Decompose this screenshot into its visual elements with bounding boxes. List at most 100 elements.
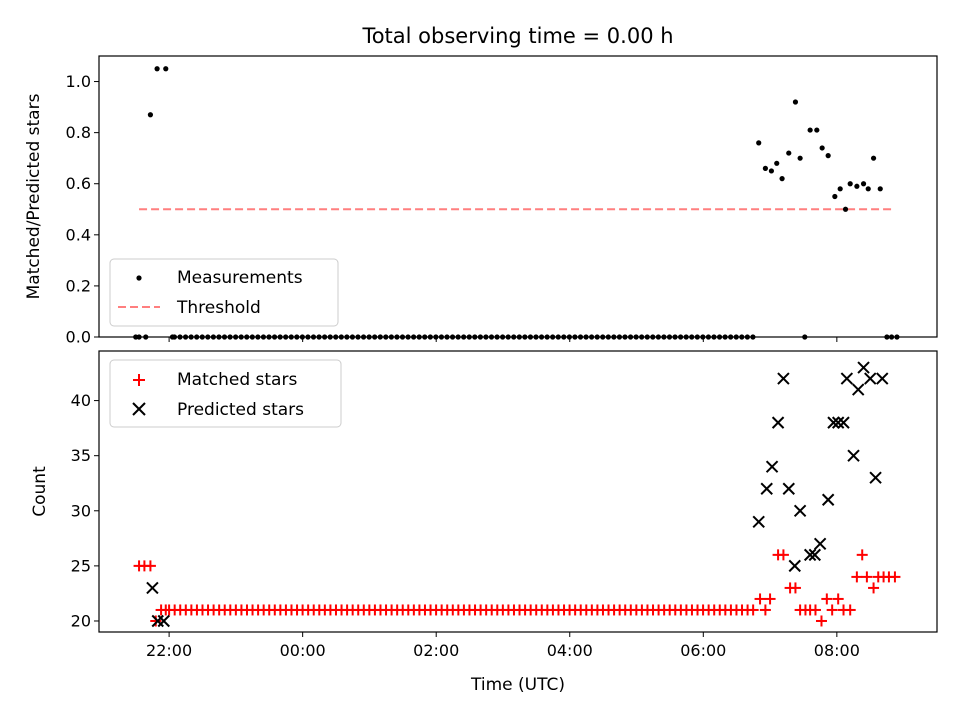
measurement-point xyxy=(266,334,272,340)
measurement-point xyxy=(550,334,556,340)
top-y-tick-label: 1.0 xyxy=(66,72,91,91)
measurement-point xyxy=(433,334,439,340)
bottom-x-tick-label: 00:00 xyxy=(280,641,326,660)
measurement-point xyxy=(494,334,500,340)
measurement-point xyxy=(616,334,623,340)
predicted-star-point xyxy=(847,449,860,462)
bottom-x-tick-label: 02:00 xyxy=(413,641,459,660)
top-panel: Matched/Predicted stars 0.0 0.2 0.4 0.6 0.8 1… xyxy=(24,55,938,347)
measurement-point xyxy=(814,127,820,133)
measurement-point xyxy=(605,334,611,340)
matched-star-point xyxy=(150,615,162,627)
measurement-point xyxy=(842,206,849,212)
measurement-point xyxy=(762,165,768,171)
legend-matched-marker xyxy=(133,374,145,386)
measurement-point xyxy=(768,168,775,174)
predicted-star-point xyxy=(864,372,877,385)
measurement-point xyxy=(438,334,445,340)
measurement-point xyxy=(154,66,160,72)
predicted-star-point xyxy=(827,416,840,429)
predicted-star-point xyxy=(837,416,850,429)
bottom-y-axis-label: Count xyxy=(30,466,50,517)
measurement-point xyxy=(689,334,695,340)
measurement-point xyxy=(322,334,328,340)
measurement-point xyxy=(819,145,825,151)
measurement-point xyxy=(221,334,228,340)
measurement-point xyxy=(888,334,895,340)
measurement-point xyxy=(377,334,383,340)
bottom-panel-frame xyxy=(98,350,938,633)
top-legend-box xyxy=(109,258,339,327)
measurement-point xyxy=(511,334,517,340)
measurement-point xyxy=(182,334,189,340)
measurement-point xyxy=(672,334,678,340)
measurement-point xyxy=(405,334,411,340)
measurement-point xyxy=(877,186,883,192)
measurement-point xyxy=(644,334,650,340)
top-y-tick-label: 0.8 xyxy=(66,123,91,142)
measurement-point xyxy=(199,334,205,340)
measurement-point xyxy=(277,334,283,340)
measurement-point xyxy=(449,334,456,340)
measurement-point xyxy=(860,181,867,187)
measurement-point xyxy=(694,334,700,340)
measurement-point xyxy=(194,334,200,340)
measurement-point xyxy=(188,334,194,340)
measurement-point xyxy=(349,334,356,340)
bottom-y-tick-label: 25 xyxy=(71,556,91,575)
measurement-point xyxy=(779,176,785,182)
matched-star-point xyxy=(861,571,873,583)
predicted-star-point xyxy=(808,548,822,562)
predicted-star-point xyxy=(157,614,170,628)
measurement-point xyxy=(847,181,853,187)
legend-matched-label: Matched stars xyxy=(177,370,297,390)
predicted-star-point xyxy=(803,548,817,562)
measurement-point xyxy=(700,334,706,340)
measurement-point xyxy=(802,334,808,340)
measurement-point xyxy=(884,334,890,340)
measurement-point xyxy=(333,334,339,340)
legend-measurements-label: Measurements xyxy=(177,268,303,288)
measurement-point xyxy=(299,334,305,340)
measurement-point xyxy=(894,334,900,340)
matched-star-point xyxy=(809,604,821,616)
measurement-point xyxy=(722,334,728,340)
predicted-star-point xyxy=(146,581,159,595)
measurement-point xyxy=(786,150,792,156)
measurement-point xyxy=(865,186,871,192)
measurement-point xyxy=(705,334,712,340)
bottom-y-ticks: 20 25 30 35 40 xyxy=(71,391,99,630)
legend-threshold-label: Threshold xyxy=(176,298,261,318)
measurement-point xyxy=(360,334,367,340)
measurement-point xyxy=(825,153,831,159)
predicted-star-point xyxy=(869,471,882,484)
measurement-point xyxy=(683,334,689,340)
measurement-point xyxy=(633,334,639,340)
measurement-point xyxy=(572,334,578,340)
measurement-point xyxy=(283,334,289,340)
measurement-point xyxy=(854,183,860,189)
measurement-point xyxy=(271,334,278,340)
measurement-point xyxy=(366,334,372,340)
measurement-point xyxy=(577,334,584,340)
predicted-star-point xyxy=(752,515,765,529)
top-y-tick-label: 0.2 xyxy=(66,276,91,295)
measurement-point xyxy=(294,334,300,340)
measurement-point xyxy=(249,334,255,340)
measurement-point xyxy=(372,334,378,340)
top-data-marks xyxy=(133,66,900,340)
measurement-point xyxy=(678,334,684,340)
predicted-star-point xyxy=(765,460,779,473)
matched-star-point xyxy=(889,571,901,583)
legend-predicted-label: Predicted stars xyxy=(177,400,304,420)
measurement-point xyxy=(422,334,428,340)
predicted-star-point xyxy=(857,361,870,374)
measurement-point xyxy=(744,334,750,340)
measurement-point xyxy=(832,193,838,200)
measurement-point xyxy=(143,334,149,340)
measurement-point xyxy=(870,155,877,161)
measurement-point xyxy=(774,160,780,166)
measurement-point xyxy=(655,334,661,340)
measurement-point xyxy=(527,334,534,340)
bottom-x-axis-label: Time (UTC) xyxy=(470,675,565,695)
